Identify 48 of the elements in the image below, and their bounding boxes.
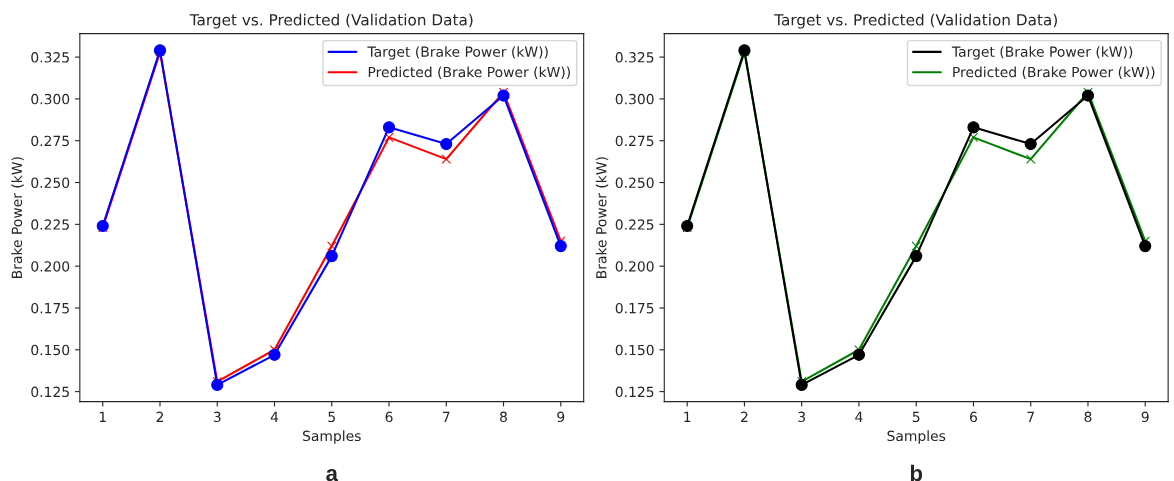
x-tick-label: 8 — [1084, 411, 1092, 423]
y-tick-label: 0.200 — [615, 261, 654, 272]
x-tick-label: 4 — [270, 411, 279, 422]
x-tick-label: 6 — [385, 411, 393, 423]
y-tick-label: 0.325 — [615, 52, 654, 63]
x-axis-title: Samples — [887, 430, 946, 444]
y-tick-label: 0.225 — [615, 219, 654, 230]
y-axis-title: Brake Power (kW) — [11, 157, 24, 278]
x-tick-label: 1 — [99, 411, 106, 422]
y-tick-label: 0.275 — [31, 135, 69, 147]
chart-title: Target vs. Predicted (Validation Data) — [189, 13, 473, 29]
y-tick-label: 0.150 — [615, 344, 654, 356]
y-tick-label: 0.150 — [31, 344, 70, 356]
y-tick-label: 0.175 — [615, 302, 654, 314]
y-tick-label: 0.125 — [31, 386, 69, 398]
y-tick-label: 0.300 — [31, 93, 70, 105]
y-tick-label: 0.325 — [31, 52, 69, 63]
x-axis-title: Samples — [303, 430, 361, 444]
y-tick-label: 0.225 — [31, 219, 69, 230]
x-tick-label: 2 — [156, 411, 164, 422]
x-tick-label: 1 — [684, 411, 691, 422]
x-tick-label: 7 — [1027, 411, 1034, 422]
x-tick-label: 5 — [912, 411, 920, 423]
x-tick-label: 2 — [741, 411, 748, 422]
text: b — [910, 464, 923, 481]
legend-label: Target (Brake Power (kW)) — [951, 46, 1133, 60]
text: a — [326, 469, 339, 481]
legend-label: Target (Brake Power (kW)) — [367, 46, 548, 60]
x-tick-label: 4 — [855, 411, 863, 422]
x-tick-label: 8 — [500, 411, 507, 423]
y-tick-label: 0.200 — [31, 261, 70, 272]
x-tick-label: 6 — [970, 411, 978, 423]
x-tick-label: 9 — [1141, 411, 1149, 423]
y-tick-label: 0.250 — [615, 177, 654, 188]
chart-title: Target vs. Predicted (Validation Data) — [774, 13, 1057, 29]
legend-label: Predicted (Brake Power (kW)) — [368, 66, 570, 79]
y-tick-label: 0.275 — [615, 135, 654, 147]
x-tick-label: 7 — [442, 411, 450, 422]
x-tick-label: 9 — [557, 411, 565, 423]
y-tick-label: 0.125 — [615, 386, 654, 398]
x-tick-label: 3 — [213, 411, 221, 423]
x-tick-label: 5 — [328, 411, 335, 423]
y-tick-label: 0.250 — [31, 177, 70, 188]
y-tick-label: 0.300 — [615, 93, 654, 105]
legend-label: Predicted (Brake Power (kW)) — [953, 66, 1155, 79]
x-tick-label: 3 — [798, 411, 805, 423]
y-axis-title: Brake Power (kW) — [595, 157, 609, 278]
y-tick-label: 0.175 — [31, 302, 69, 314]
